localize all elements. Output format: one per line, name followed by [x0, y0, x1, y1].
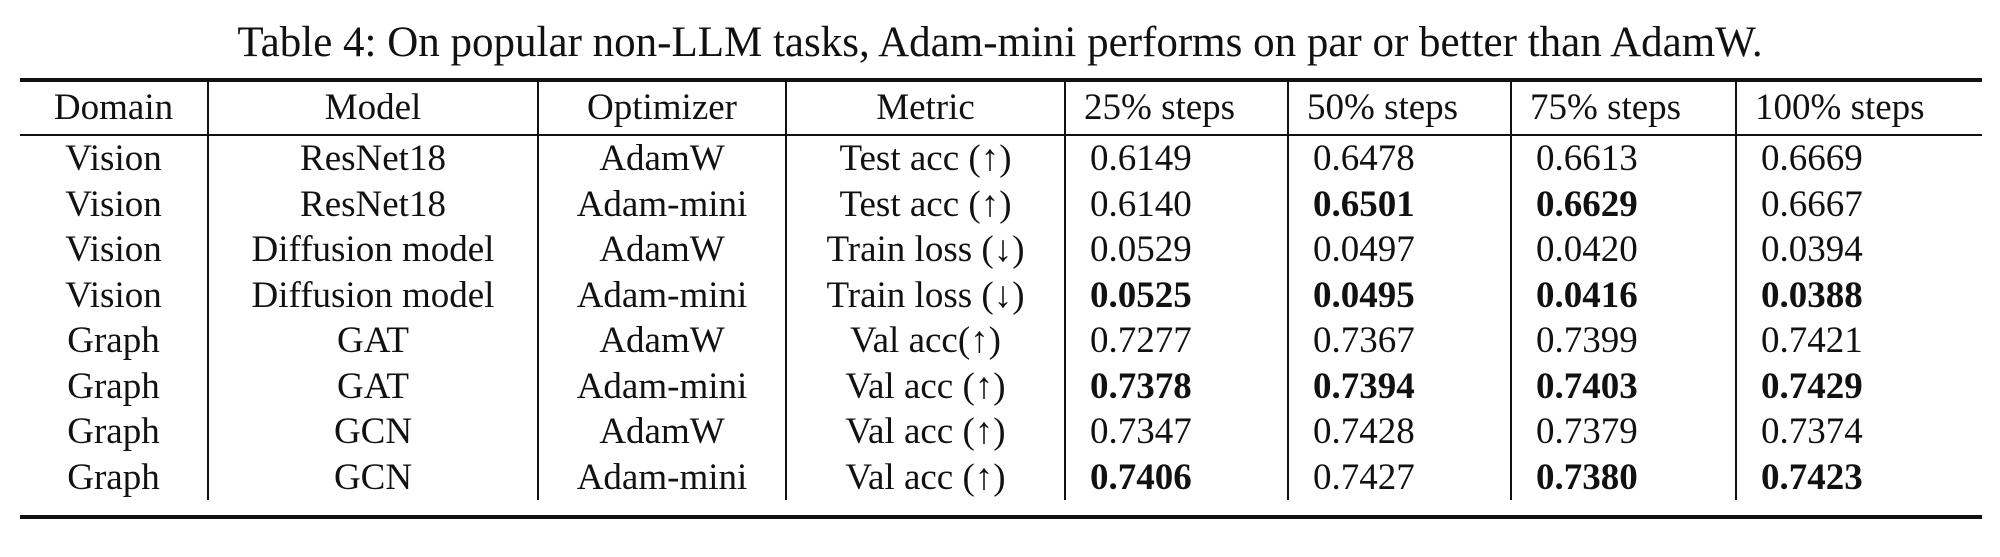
table-row: Vision ResNet18 Adam-mini Test acc (↑) 0.614… [20, 181, 1982, 227]
model-cell: ResNet18 [207, 134, 538, 182]
value-cell-50-steps: 0.7427 [1287, 454, 1511, 500]
optimizer-cell: Adam-mini [537, 272, 786, 318]
value-cell-100-steps: 0.6669 [1735, 134, 1982, 182]
value-cell-25-steps: 0.6140 [1064, 181, 1288, 227]
table-row: Graph GCN AdamW Val acc (↑) 0.7347 0.7428 0.73… [20, 409, 1982, 455]
domain-cell: Vision [65, 229, 162, 270]
table-row: Graph GCN Adam-mini Val acc (↑) 0.7406 0.7427… [20, 454, 1982, 500]
metric-cell: Test acc (↑) [785, 181, 1065, 227]
value-cell-25-steps: 0.7378 [1064, 363, 1288, 409]
value-cell-75-steps: 0.7399 [1510, 318, 1736, 364]
value-cell-50-steps: 0.6478 [1287, 134, 1511, 182]
domain-cell: Vision [65, 274, 162, 316]
domain-cell: Graph [67, 320, 160, 361]
value-cell-75-steps: 0.6613 [1510, 134, 1736, 182]
value-cell-50-steps: 0.7428 [1287, 409, 1511, 455]
optimizer-cell: Adam-mini [537, 363, 786, 409]
optimizer-cell: Adam-mini [537, 181, 786, 227]
domain-cell: Vision [65, 183, 162, 225]
value-cell-25-steps: 0.6149 [1064, 134, 1288, 182]
value-cell-25-steps: 0.7406 [1064, 454, 1288, 500]
model-cell: ResNet18 [207, 181, 538, 227]
table-body: Vision ResNet18 AdamW Test acc (↑) 0.6149 0.6… [20, 134, 1982, 500]
metric-cell: Val acc (↑) [785, 409, 1065, 455]
model-cell: Diffusion model [207, 272, 538, 318]
model-cell: GCN [207, 409, 538, 455]
model-cell: GAT [207, 363, 538, 409]
domain-cell: Graph [67, 411, 160, 452]
value-cell-25-steps: 0.0529 [1064, 227, 1288, 273]
column-header-domain: Domain [53, 87, 174, 128]
metric-cell: Train loss (↓) [785, 227, 1065, 273]
value-cell-100-steps: 0.0394 [1735, 227, 1982, 273]
value-cell-75-steps: 0.0416 [1510, 272, 1736, 318]
value-cell-50-steps: 0.7367 [1287, 318, 1511, 364]
table-row: Vision ResNet18 AdamW Test acc (↑) 0.6149 0.6… [20, 134, 1982, 182]
column-header-model: Model [207, 82, 538, 134]
header-row: Domain Model Optimizer Metric 25% steps … [20, 82, 1982, 134]
domain-cell: Graph [67, 365, 160, 407]
bottom-rule [20, 515, 1982, 519]
column-header-metric: Metric [785, 82, 1065, 134]
value-cell-50-steps: 0.7394 [1287, 363, 1511, 409]
value-cell-100-steps: 0.7423 [1735, 454, 1982, 500]
table-row: Graph GAT Adam-mini Val acc (↑) 0.7378 0.7394… [20, 363, 1982, 409]
domain-cell: Graph [67, 456, 160, 498]
optimizer-cell: AdamW [537, 318, 786, 364]
table-row: Vision Diffusion model Adam-mini Train loss… [20, 272, 1982, 318]
metric-cell: Val acc (↑) [785, 454, 1065, 500]
value-cell-75-steps: 0.0420 [1510, 227, 1736, 273]
results-table: Domain Model Optimizer Metric 25% steps … [20, 82, 1982, 500]
model-cell: Diffusion model [207, 227, 538, 273]
metric-cell: Val acc(↑) [785, 318, 1065, 364]
value-cell-100-steps: 0.0388 [1735, 272, 1982, 318]
value-cell-75-steps: 0.7380 [1510, 454, 1736, 500]
value-cell-25-steps: 0.7347 [1064, 409, 1288, 455]
optimizer-cell: AdamW [537, 134, 786, 182]
metric-cell: Train loss (↓) [785, 272, 1065, 318]
metric-cell: Val acc (↑) [785, 363, 1065, 409]
column-header-optimizer: Optimizer [537, 82, 786, 134]
domain-cell: Vision [65, 138, 162, 179]
table-caption: Table 4: On popular non-LLM tasks, Adam-… [237, 19, 1763, 66]
value-cell-100-steps: 0.6667 [1735, 181, 1982, 227]
value-cell-25-steps: 0.7277 [1064, 318, 1288, 364]
column-header-25-steps: 25% steps [1064, 82, 1288, 134]
top-rule [20, 78, 1982, 82]
optimizer-cell: Adam-mini [537, 454, 786, 500]
table-row: Vision Diffusion model AdamW Train loss (↓)… [20, 227, 1982, 273]
value-cell-75-steps: 0.7379 [1510, 409, 1736, 455]
column-header-75-steps: 75% steps [1510, 82, 1736, 134]
model-cell: GCN [207, 454, 538, 500]
value-cell-50-steps: 0.0495 [1287, 272, 1511, 318]
metric-cell: Test acc (↑) [785, 134, 1065, 182]
value-cell-50-steps: 0.6501 [1287, 181, 1511, 227]
value-cell-75-steps: 0.7403 [1510, 363, 1736, 409]
value-cell-100-steps: 0.7421 [1735, 318, 1982, 364]
value-cell-25-steps: 0.0525 [1064, 272, 1288, 318]
value-cell-50-steps: 0.0497 [1287, 227, 1511, 273]
column-header-50-steps: 50% steps [1287, 82, 1511, 134]
table-row: Graph GAT AdamW Val acc(↑) 0.7277 0.7367 0.739… [20, 318, 1982, 364]
value-cell-100-steps: 0.7374 [1735, 409, 1982, 455]
optimizer-cell: AdamW [537, 409, 786, 455]
column-header-100-steps: 100% steps [1735, 82, 1982, 134]
value-cell-75-steps: 0.6629 [1510, 181, 1736, 227]
model-cell: GAT [207, 318, 538, 364]
value-cell-100-steps: 0.7429 [1735, 363, 1982, 409]
optimizer-cell: AdamW [537, 227, 786, 273]
